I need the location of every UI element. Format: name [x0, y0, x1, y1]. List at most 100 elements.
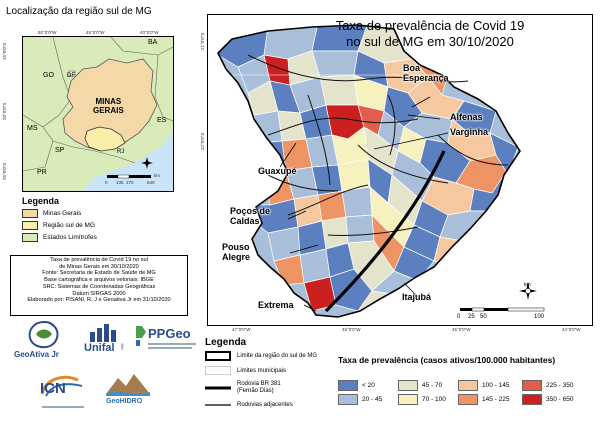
city-label-alfenas: Alfenas [450, 112, 483, 122]
icn-text: ICN [40, 380, 66, 397]
label-mg: MINAS GERAIS [93, 97, 124, 115]
map-scale-bar [460, 307, 545, 312]
prevalence-class: 145 - 225 [458, 394, 509, 405]
legend-swatch [205, 366, 231, 375]
legend-swatch [338, 394, 358, 405]
map-coord-bottom: 47°0'0"W [232, 327, 251, 332]
legend-swatch [205, 351, 231, 361]
legend-swatch [398, 394, 418, 405]
legend-swatch [205, 386, 231, 390]
credits-box: Taxa de prevalência de Covid 19 no sul d… [10, 255, 188, 316]
map-scale-tick: 0 [457, 314, 461, 320]
unifal-text: Unifal [84, 342, 115, 354]
legend-br381: Rodovia BR 381 (Fernão Dias) [205, 381, 281, 395]
legend-swatch [22, 233, 38, 242]
city-label-extrema: Extrema [258, 300, 294, 310]
legend-swatch [522, 380, 542, 391]
map-coord-left: 21°0'0"S [200, 32, 205, 50]
south-mg-region-shape [84, 126, 126, 152]
map-title: Taxa de prevalência de Covid 19 no sul d… [300, 18, 560, 50]
map-coord-bottom: 44°0'0"W [562, 327, 581, 332]
inset-scale-tick: 135 [116, 180, 124, 185]
map-legend-title: Legenda [205, 337, 247, 348]
city-label-guaxupe: Guaxupé [258, 166, 297, 176]
map-title-line1: Taxa de prevalência de Covid 19 [335, 18, 525, 33]
credits-line: Taxa de prevalência de Covid 19 no sul [50, 257, 148, 263]
inset-coord-left: 15°0'0"S [2, 42, 7, 60]
map-coord-bottom: 45°0'0"W [452, 327, 471, 332]
legend-swatch [522, 394, 542, 405]
prevalence-legend-title: Taxa de prevalência (casos ativos/100.00… [338, 355, 556, 365]
label-es: ES [157, 117, 167, 124]
legend-label: 45 - 70 [422, 382, 443, 389]
map-title-line2: no sul de MG em 30/10/2020 [346, 34, 514, 49]
legend-label: Estados Limítrofes [43, 234, 97, 241]
legend-swatch [458, 394, 478, 405]
map-scale-tick: 100 [534, 314, 545, 320]
adjacent-roads [247, 54, 509, 237]
legend-label: Região sul de MG [43, 222, 96, 229]
credits-line: Base cartográfica e arquivos vetoriais: … [44, 277, 154, 284]
legend-label: Limite da região do sul de MG [237, 353, 318, 359]
legend-label: Rodovia BR 381 (Fernão Dias) [237, 381, 281, 394]
map-coord-left: 22°0'0"S [200, 132, 205, 150]
inset-scale-tick: 0 [105, 180, 108, 185]
label-pr: PR [37, 169, 47, 176]
credits-line: Fonte: Secretaria de Estado de Saúde de … [42, 270, 156, 277]
inset-coord-top: 50°0'0"W [38, 30, 57, 35]
legend-label: < 20 [362, 382, 375, 389]
label-df: DF [67, 73, 75, 79]
label-ba: BA [148, 39, 158, 46]
city-label-varginha: Varginha [450, 127, 489, 137]
legend-label: 20 - 45 [362, 396, 383, 403]
legend-adjacent-roads: Rodovias adjacentes [205, 400, 293, 410]
main-map [207, 14, 593, 326]
credits-line: SRC: Sistemas de Coordenadas Geográficas [42, 283, 156, 290]
legend-swatch [458, 380, 478, 391]
map-scale-tick: 50 [480, 314, 487, 320]
inset-coord-left: 20°0'0"S [2, 102, 7, 120]
inset-legend: Legenda Minas Gerais Região sul de MG Es… [22, 196, 172, 254]
legend-region-limit: Limite da região do sul de MG [205, 351, 317, 361]
geoativa-logo: GeoAtiva Jr [14, 320, 74, 364]
label-sp: SP [55, 147, 65, 154]
prevalence-class: 100 - 145 [458, 380, 509, 391]
legend-label: Minas Gerais [43, 210, 82, 217]
map-scale-tick: 25 [468, 314, 475, 320]
credits-line: Elaborado por: PISANI, R. J e Geoativa J… [27, 297, 171, 304]
legend-swatch [398, 380, 418, 391]
geoativa-text: GeoAtiva Jr [14, 350, 59, 359]
br-381-road [324, 150, 446, 313]
city-label-boa-esperanca: Boa Esperança [403, 63, 449, 83]
inset-coord-top: 45°0'0"W [86, 30, 105, 35]
north-arrow-icon [519, 282, 537, 300]
legend-label: Rodovias adjacentes [237, 402, 293, 408]
minas-gerais-shape [62, 58, 158, 152]
geohidro-logo: GeoHIDRO [100, 372, 160, 416]
prevalence-class: < 20 [338, 380, 375, 391]
prevalence-class: 45 - 70 [398, 380, 442, 391]
legend-label: 70 - 100 [422, 396, 446, 403]
region-outline [217, 24, 521, 318]
inset-map: BA GO DF ES MS SP RJ PR MINAS GERAIS 0 1… [22, 36, 174, 192]
prevalence-class: 70 - 100 [398, 394, 446, 405]
inset-title: Localização da região sul de MG [6, 6, 152, 17]
prevalence-class: 350 - 650 [522, 394, 573, 405]
ppgeo-text: PPGeo [148, 326, 191, 341]
label-rj: RJ [117, 149, 125, 155]
inset-legend-item: Região sul de MG [22, 221, 172, 230]
inset-coord-left: 25°0'0"S [2, 162, 7, 180]
ppgeo-logo: PPGeo [134, 324, 196, 362]
legend-swatch [205, 404, 231, 406]
map-coord-bottom: 46°0'0"W [342, 327, 361, 332]
inset-scale-bar [107, 174, 151, 179]
city-label-pocos-de-caldas: Poços de Caldas [230, 206, 271, 226]
inset-scale-unit: km [154, 173, 160, 178]
legend-municipal-limits: Limites municipais [205, 366, 286, 375]
inset-legend-item: Minas Gerais [22, 209, 172, 218]
inset-compass-icon [141, 157, 153, 169]
label-ms: MS [27, 125, 38, 132]
city-pointers [279, 96, 449, 312]
inset-legend-item: Estados Limítrofes [22, 233, 172, 242]
unifal-mg-text: MG [119, 343, 125, 350]
